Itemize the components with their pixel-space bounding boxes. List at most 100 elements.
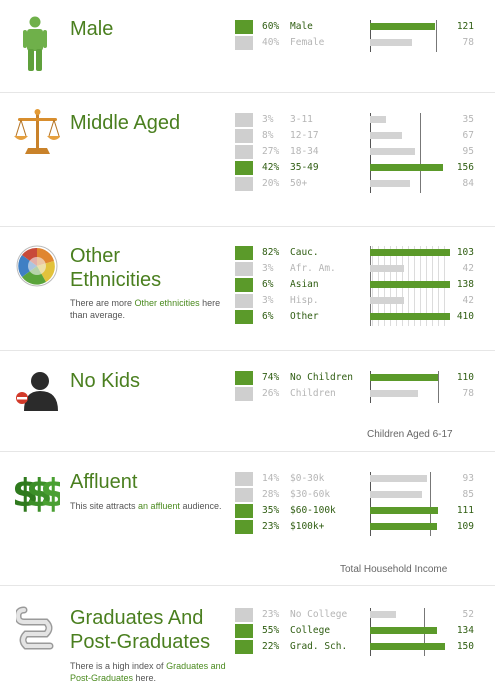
share-percent: 55% xyxy=(262,625,280,636)
share-percent: 42% xyxy=(262,162,280,173)
share-segment xyxy=(235,278,253,292)
index-bar xyxy=(370,297,404,304)
average-line xyxy=(430,472,431,536)
section-title: Male xyxy=(70,18,114,40)
divider xyxy=(0,585,495,586)
index-value: 78 xyxy=(462,37,474,48)
share-percent: 26% xyxy=(262,388,280,399)
category-label: College xyxy=(290,625,331,636)
index-bar xyxy=(370,180,410,187)
section-gender: Male 60% Male 121 40% Female 78 xyxy=(0,0,495,92)
stat-row: 35% $60-100k xyxy=(262,504,336,518)
male-figure-icon xyxy=(22,16,48,77)
share-percent: 6% xyxy=(262,311,274,322)
average-line xyxy=(420,113,421,193)
share-segment xyxy=(235,504,253,518)
diploma-scroll-icon xyxy=(14,606,56,657)
share-segment xyxy=(235,129,253,143)
share-segment xyxy=(235,262,253,276)
index-bar xyxy=(370,611,396,618)
share-segment xyxy=(235,310,253,324)
index-bar xyxy=(370,374,438,381)
section-age: Middle Aged 3% 3-11 35 8% 12-17 67 27% 18-34 95 4… xyxy=(0,93,495,226)
share-segment xyxy=(235,387,253,401)
stat-row: 3% Hisp. xyxy=(262,294,319,308)
category-label: Afr. Am. xyxy=(290,263,336,274)
index-value: 35 xyxy=(462,114,474,125)
chart-caption: Children Aged 6-17 xyxy=(367,429,453,440)
category-label: 35-49 xyxy=(290,162,319,173)
index-chart xyxy=(370,113,452,193)
share-column xyxy=(235,608,253,656)
share-segment xyxy=(235,371,253,385)
category-label: Cauc. xyxy=(290,247,319,258)
share-percent: 3% xyxy=(262,263,274,274)
index-value: 134 xyxy=(456,625,474,636)
description-highlight: Other ethnicities xyxy=(134,298,200,308)
share-percent: 23% xyxy=(262,609,280,620)
svg-text:$: $ xyxy=(12,471,38,512)
category-label: $60-100k xyxy=(290,505,336,516)
section-description: There is a high index of Graduates and P… xyxy=(70,660,230,684)
description-highlight: an affluent xyxy=(138,501,180,511)
stat-row: 60% Male xyxy=(262,20,313,34)
stat-row: 6% Asian xyxy=(262,278,319,292)
index-bar xyxy=(370,475,427,482)
share-percent: 60% xyxy=(262,21,280,32)
stat-row: 23% No College xyxy=(262,608,347,622)
section-description: There are more Other ethnicities here th… xyxy=(70,297,230,321)
share-percent: 28% xyxy=(262,489,280,500)
title-line-1: Graduates And xyxy=(70,607,204,629)
index-chart xyxy=(370,371,452,403)
chart-axis xyxy=(370,371,371,403)
index-value: 78 xyxy=(462,388,474,399)
index-chart xyxy=(370,608,452,656)
average-line xyxy=(438,371,439,403)
stat-row: 20% 50+ xyxy=(262,177,307,191)
index-bar xyxy=(370,164,443,171)
index-bar xyxy=(370,627,437,634)
index-chart xyxy=(370,246,452,326)
index-bar xyxy=(370,390,418,397)
stat-row: 3% 3-11 xyxy=(262,113,313,127)
index-value: 111 xyxy=(456,505,474,516)
share-segment xyxy=(235,640,253,654)
description-text: here than average. xyxy=(70,298,221,320)
index-value: 42 xyxy=(462,263,474,274)
index-chart xyxy=(370,20,452,52)
index-value: 410 xyxy=(456,311,474,322)
share-segment xyxy=(235,161,253,175)
index-bar xyxy=(370,23,435,30)
share-percent: 22% xyxy=(262,641,280,652)
category-label: 12-17 xyxy=(290,130,319,141)
index-bar xyxy=(370,281,450,288)
share-percent: 20% xyxy=(262,178,280,189)
index-value: 95 xyxy=(462,146,474,157)
divider xyxy=(0,226,495,227)
category-label: $0-30k xyxy=(290,473,325,484)
index-chart xyxy=(370,472,452,536)
index-bar xyxy=(370,523,437,530)
description-highlight: Graduates and Post-Graduates xyxy=(70,661,226,683)
chart-axis xyxy=(370,472,371,536)
stat-row: 74% No Children xyxy=(262,371,353,385)
section-title: Affluent xyxy=(70,471,138,493)
index-value: 42 xyxy=(462,295,474,306)
category-label: Asian xyxy=(290,279,319,290)
color-wheel-icon xyxy=(16,245,58,292)
svg-text:$: $ xyxy=(40,471,60,512)
share-column xyxy=(235,246,253,326)
index-value: 150 xyxy=(456,641,474,652)
chart-axis xyxy=(370,20,371,52)
category-label: $30-60k xyxy=(290,489,331,500)
index-bar xyxy=(370,265,404,272)
share-segment xyxy=(235,520,253,534)
section-description: This site attracts an affluent audience. xyxy=(70,500,230,512)
share-segment xyxy=(235,472,253,486)
stat-row: 8% 12-17 xyxy=(262,129,319,143)
description-text: here. xyxy=(135,673,157,683)
scales-icon xyxy=(14,108,61,161)
share-percent: 74% xyxy=(262,372,280,383)
stat-row: 26% Children xyxy=(262,387,336,401)
section-education: Graduates And Post-Graduates There is a … xyxy=(0,586,495,695)
